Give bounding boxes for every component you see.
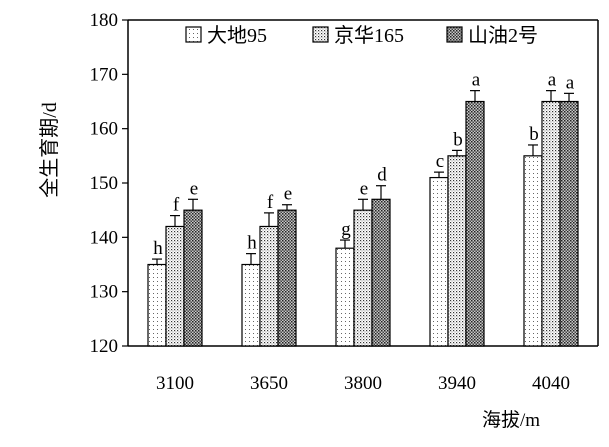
significance-label: c	[436, 151, 444, 172]
significance-label: a	[548, 70, 557, 91]
x-tick-label: 3100	[156, 373, 194, 394]
legend-swatch	[446, 26, 463, 43]
legend-swatch	[185, 26, 202, 43]
legend-swatch	[312, 26, 329, 43]
x-tick-label: 3650	[250, 373, 288, 394]
bar	[165, 225, 185, 347]
bar	[447, 155, 467, 347]
bar	[277, 209, 297, 347]
bar	[465, 100, 485, 347]
legend-label: 京华165	[334, 24, 404, 47]
y-tick-label: 180	[90, 10, 119, 31]
bar	[371, 198, 391, 347]
x-axis-label: 海拔/m	[482, 409, 540, 431]
significance-label: g	[341, 219, 351, 240]
significance-label: a	[472, 70, 481, 91]
significance-label: f	[173, 195, 180, 216]
significance-label: e	[190, 178, 198, 199]
significance-label: h	[153, 238, 163, 259]
bar	[259, 225, 279, 347]
bar	[559, 100, 579, 347]
y-tick-label: 140	[90, 227, 119, 248]
significance-label: h	[247, 233, 257, 254]
x-tick-label: 4040	[532, 373, 570, 394]
significance-label: b	[529, 124, 539, 145]
bar	[429, 176, 449, 347]
y-tick-label: 130	[90, 282, 119, 303]
bar	[241, 263, 261, 347]
legend-label: 大地95	[207, 24, 267, 47]
significance-label: b	[453, 129, 463, 150]
significance-label: e	[360, 178, 368, 199]
bar	[541, 100, 561, 347]
y-tick-label: 120	[90, 336, 119, 357]
bar	[523, 155, 543, 347]
x-tick-label: 3800	[344, 373, 382, 394]
significance-label: d	[377, 165, 387, 186]
bar	[147, 263, 167, 347]
x-tick-label: 3940	[438, 373, 476, 394]
bar	[353, 209, 373, 347]
y-tick-label: 150	[90, 173, 119, 194]
bar	[335, 247, 355, 347]
significance-label: e	[284, 184, 292, 205]
axes: 120 130 140 150 160 170 180 3100 3650 3800 3940 404…	[90, 10, 599, 394]
significance-label: f	[267, 192, 274, 213]
y-axis-label: 全生育期/d	[38, 102, 61, 198]
y-tick-label: 170	[90, 64, 119, 85]
legend: 大地95 京华165 山油2号	[185, 24, 538, 47]
legend-label: 山油2号	[468, 24, 538, 47]
bar	[183, 209, 203, 347]
y-tick-label: 160	[90, 119, 119, 140]
significance-label: a	[566, 72, 575, 93]
